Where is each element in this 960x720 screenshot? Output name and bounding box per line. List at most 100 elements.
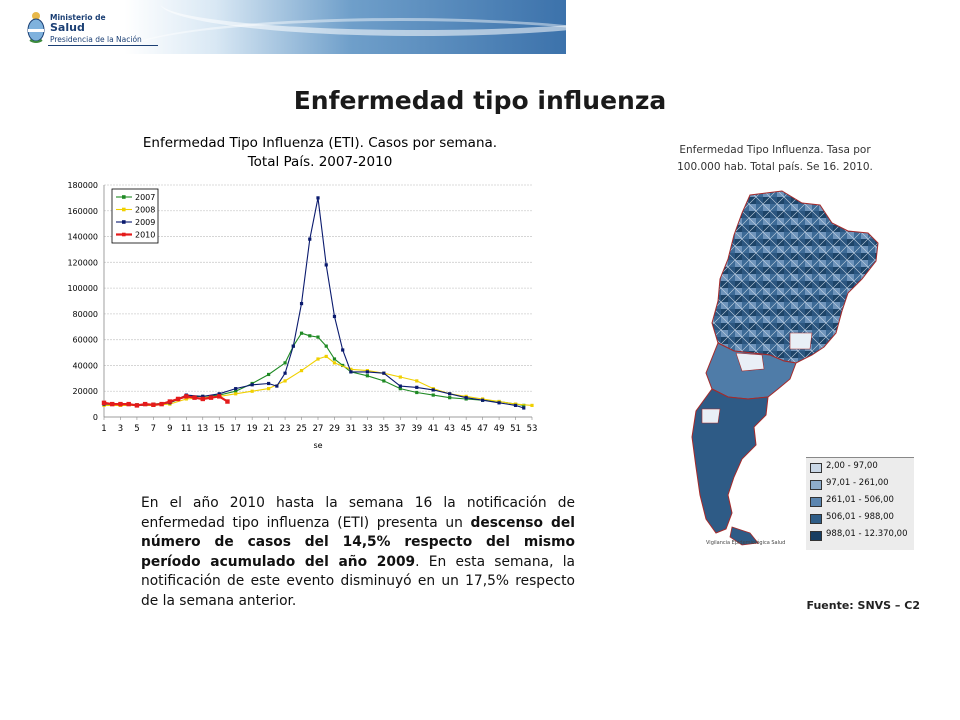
legend-label-2010: 2010	[135, 231, 155, 240]
body-text-bold: descenso del número de casos del 14,5% r…	[141, 514, 575, 570]
data-point-2007	[365, 374, 369, 378]
legend-swatch	[810, 531, 822, 541]
legend-marker-2007	[122, 195, 126, 199]
data-point-2009	[332, 314, 337, 319]
logo-line-1: Ministerio de	[50, 13, 106, 22]
coat-of-arms-icon	[27, 12, 45, 43]
legend-label-2008: 2008	[135, 206, 155, 215]
legend-marker-2008	[122, 207, 126, 212]
data-point-2007	[431, 393, 435, 397]
data-point-2010	[118, 401, 123, 407]
data-point-2008	[250, 389, 254, 393]
data-point-2007	[398, 387, 402, 391]
data-point-2008	[267, 387, 271, 391]
legend-label: 2,00 - 97,00	[826, 461, 878, 471]
data-point-2009	[267, 381, 271, 386]
data-point-2007	[341, 363, 345, 368]
data-point-2008	[234, 392, 238, 396]
data-point-2009	[234, 387, 238, 391]
body-paragraph: En el año 2010 hasta la semana 16 la not…	[141, 494, 575, 611]
x-tick-label: 31	[346, 424, 357, 434]
data-point-2009	[250, 383, 254, 387]
data-point-2010	[192, 395, 197, 400]
x-tick-label: 45	[461, 424, 472, 434]
data-point-2008	[299, 369, 304, 373]
x-tick-label: 51	[510, 424, 521, 434]
map-tierra-del-fuego	[729, 526, 759, 546]
data-point-2009	[448, 392, 452, 396]
body-text-1: En el año 2010 hasta la semana 16 la not…	[141, 495, 575, 531]
y-tick-label: 80000	[73, 310, 98, 319]
data-point-2007	[332, 357, 337, 361]
data-point-2010	[217, 394, 222, 399]
legend-label: 97,01 - 261,00	[826, 478, 889, 488]
x-tick-label: 27	[313, 424, 324, 434]
argentina-choropleth-map	[691, 190, 879, 546]
map-patagonia-region	[691, 388, 769, 534]
data-point-2008	[316, 357, 320, 361]
data-point-2010	[200, 396, 205, 402]
x-tick-label: 23	[280, 424, 291, 434]
data-point-2009	[324, 263, 328, 267]
y-tick-label: 140000	[67, 233, 98, 242]
series-line-2009	[104, 197, 524, 409]
data-point-2009	[217, 392, 221, 396]
x-tick-label: 37	[395, 424, 406, 434]
legend-swatch	[810, 514, 822, 524]
x-tick-label: 47	[477, 424, 488, 434]
logo-line-2: Salud	[50, 21, 85, 34]
body-text-2: . En esta semana, la notificación de est…	[141, 553, 575, 609]
y-tick-label: 40000	[73, 361, 98, 370]
page-title: Enfermedad tipo influenza	[293, 86, 667, 115]
legend-label-2009: 2009	[135, 218, 155, 227]
x-tick-label: 3	[118, 424, 123, 434]
legend-label: 988,01 - 12.370,00	[826, 529, 908, 539]
x-tick-label: 19	[247, 424, 258, 434]
data-point-2009	[283, 371, 287, 375]
data-point-2009	[382, 371, 386, 375]
data-point-2009	[201, 394, 205, 398]
banner-swoosh	[120, 18, 566, 54]
data-point-2009	[316, 196, 320, 200]
map-footer: Vigilancia Epidemiológica Salud	[706, 540, 786, 546]
data-point-2007	[448, 396, 452, 400]
data-point-2009	[415, 385, 419, 389]
data-point-2008	[184, 397, 188, 401]
ministerio-logo: Ministerio de Salud Presidencia de la Na…	[26, 10, 158, 50]
data-point-2007	[316, 335, 320, 339]
data-point-2007	[415, 390, 419, 395]
data-point-2009	[365, 370, 369, 374]
x-tick-label: 11	[181, 424, 192, 434]
legend-marker-2009	[122, 220, 126, 224]
eti-weekly-cases-chart: 0 20000 40000 60000 80000 100000 120000 140000 1…	[67, 181, 537, 450]
y-tick-label: 160000	[67, 207, 98, 216]
data-point-2008	[415, 379, 419, 383]
y-tick-label: 0	[93, 413, 98, 422]
y-tick-label: 120000	[67, 258, 98, 267]
data-point-2007	[299, 331, 304, 335]
data-point-2009	[513, 403, 518, 407]
data-point-2007	[267, 372, 271, 377]
data-point-2007	[234, 389, 238, 393]
data-point-2010	[184, 394, 189, 399]
x-tick-label: 1	[101, 424, 106, 434]
x-tick-label: 39	[411, 424, 422, 434]
data-point-2010	[110, 401, 115, 407]
data-point-2010	[208, 395, 214, 400]
x-tick-label: 17	[230, 424, 241, 434]
chart-title-line-1: Enfermedad Tipo Influenza (ETI). Casos p…	[142, 135, 498, 151]
map-legend: 2,00 - 97,00 97,01 - 261,00 261,01 - 506…	[806, 457, 914, 550]
x-tick-label: 35	[378, 424, 389, 434]
chart-title-line-2: Total País. 2007-2010	[247, 154, 393, 170]
map-light-districts	[701, 332, 813, 424]
data-point-2008	[332, 361, 337, 365]
data-point-2008	[283, 379, 287, 383]
data-point-2010	[151, 402, 156, 407]
data-point-2010	[126, 401, 131, 407]
legend-label: 506,01 - 988,00	[826, 512, 894, 522]
chart-title: Enfermedad Tipo Influenza (ETI). Casos p…	[100, 134, 540, 172]
data-point-2008	[324, 354, 328, 359]
data-point-2009	[341, 348, 345, 352]
data-point-2007	[308, 334, 312, 338]
x-tick-label: 5	[134, 424, 139, 434]
